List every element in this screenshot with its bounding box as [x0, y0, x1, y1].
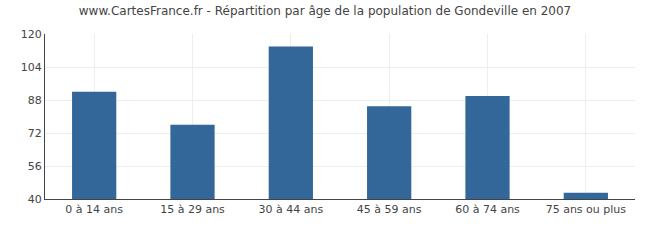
svg-text:72: 72 — [28, 127, 42, 140]
svg-text:15 à 29 ans: 15 à 29 ans — [160, 203, 225, 216]
svg-text:56: 56 — [28, 160, 42, 173]
svg-text:88: 88 — [28, 94, 42, 107]
svg-text:120: 120 — [21, 28, 42, 41]
svg-text:www.CartesFrance.fr - Répartit: www.CartesFrance.fr - Répartition par âg… — [79, 4, 572, 18]
svg-text:45 à 59 ans: 45 à 59 ans — [357, 203, 422, 216]
svg-text:30 à 44 ans: 30 à 44 ans — [258, 203, 323, 216]
svg-text:104: 104 — [21, 61, 42, 74]
svg-text:40: 40 — [28, 193, 42, 206]
svg-text:0 à 14 ans: 0 à 14 ans — [65, 203, 123, 216]
svg-text:75 ans ou plus: 75 ans ou plus — [546, 203, 627, 216]
svg-text:60 à 74 ans: 60 à 74 ans — [455, 203, 520, 216]
